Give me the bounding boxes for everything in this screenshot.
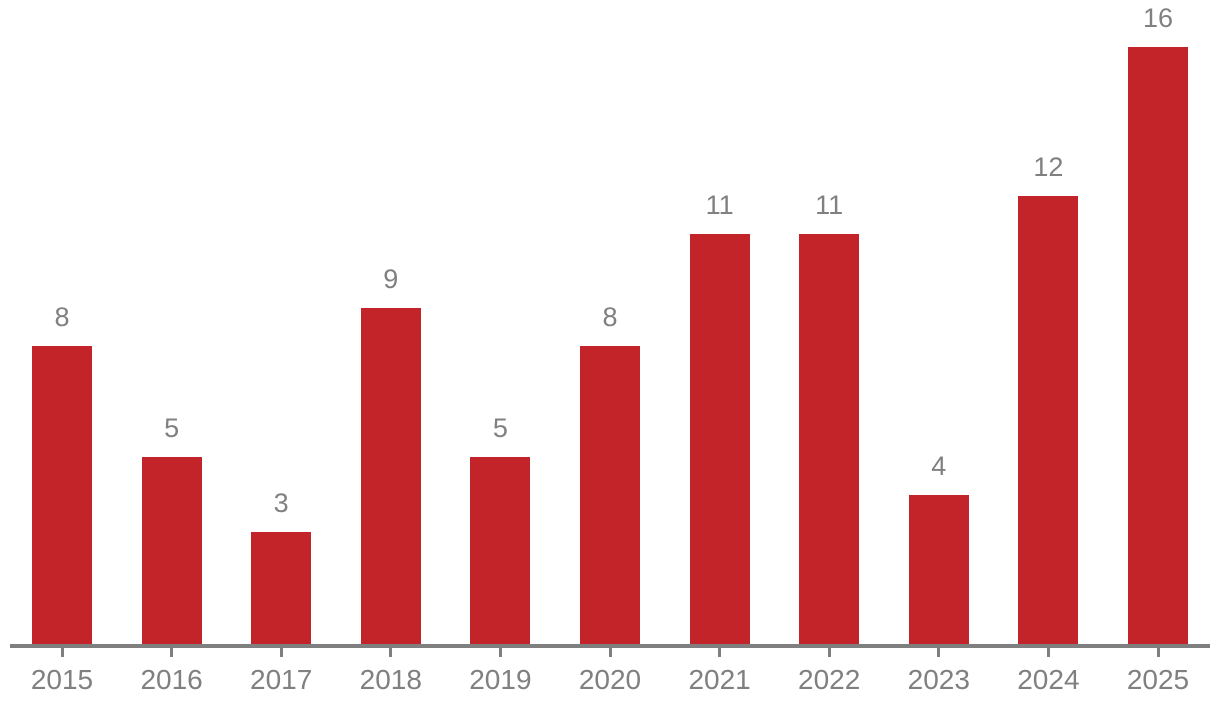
x-label-2024: 2024 [1017, 664, 1080, 695]
x-label-2025: 2025 [1126, 664, 1190, 695]
x-label-2018: 2018 [359, 664, 422, 695]
bar-2017 [251, 532, 312, 644]
x-tick-2019 [498, 648, 502, 657]
x-tick-2020 [608, 648, 612, 657]
value-label-2017: 3 [273, 488, 289, 518]
bar-2024 [1018, 196, 1079, 644]
x-tick-2016 [170, 648, 174, 657]
x-tick-2021 [718, 648, 722, 657]
x-label-2017: 2017 [250, 664, 313, 695]
bar-2021 [689, 234, 750, 644]
x-label-2020: 2020 [578, 664, 642, 695]
value-label-2020: 8 [602, 302, 618, 332]
bar-2019 [470, 457, 531, 644]
value-label-2022: 11 [815, 190, 844, 220]
x-tick-2015 [60, 648, 64, 657]
value-label-2021: 11 [705, 190, 734, 220]
value-label-2016: 5 [164, 413, 180, 443]
value-label-2025: 16 [1142, 3, 1174, 33]
x-tick-2024 [1046, 648, 1050, 657]
x-tick-2017 [279, 648, 283, 657]
x-tick-2025 [1156, 648, 1160, 657]
x-label-2022: 2022 [798, 664, 861, 695]
x-label-2015: 2015 [30, 664, 94, 695]
x-label-2023: 2023 [907, 664, 970, 695]
value-label-2018: 9 [383, 264, 399, 294]
bar-2025 [1128, 47, 1188, 644]
bar-2016 [141, 457, 202, 644]
x-tick-2022 [827, 648, 831, 657]
bar-2020 [580, 346, 640, 644]
value-label-2019: 5 [492, 413, 508, 443]
bar-2022 [799, 234, 860, 644]
x-tick-2023 [937, 648, 941, 657]
value-label-2024: 12 [1033, 152, 1064, 182]
bar-2023 [908, 495, 969, 644]
value-label-2023: 4 [931, 451, 947, 481]
x-label-2016: 2016 [140, 664, 203, 695]
x-label-2021: 2021 [688, 664, 751, 695]
bar-2015 [32, 346, 92, 644]
bar-2018 [360, 308, 421, 644]
x-axis-line [10, 644, 1210, 648]
value-label-2015: 8 [54, 302, 70, 332]
x-label-2019: 2019 [469, 664, 532, 695]
x-tick-2018 [389, 648, 393, 657]
